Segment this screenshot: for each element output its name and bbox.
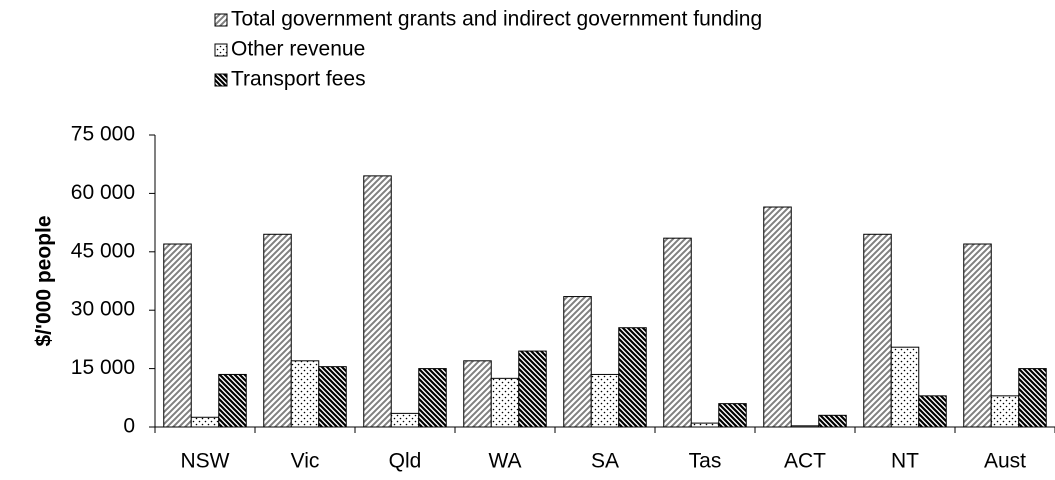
bar bbox=[263, 233, 292, 428]
bar bbox=[490, 377, 520, 428]
bar bbox=[790, 425, 820, 428]
bar bbox=[918, 395, 947, 428]
y-tick-label: 15 000 bbox=[71, 356, 135, 379]
bar bbox=[463, 360, 492, 428]
legend-swatch bbox=[214, 43, 228, 57]
bar bbox=[718, 403, 747, 428]
x-tick-label: ACT bbox=[784, 450, 826, 473]
bar bbox=[890, 346, 920, 428]
legend-label: Transport fees bbox=[231, 68, 366, 91]
bar bbox=[1018, 368, 1047, 428]
y-tick-label: 75 000 bbox=[71, 123, 135, 146]
bar bbox=[190, 416, 220, 428]
x-tick-label: NT bbox=[891, 450, 919, 473]
bar bbox=[418, 368, 447, 428]
x-tick-label: Tas bbox=[689, 450, 722, 473]
bar bbox=[390, 412, 420, 428]
x-tick-label: Vic bbox=[291, 450, 320, 473]
bar bbox=[663, 237, 692, 428]
x-tick-label: Aust bbox=[984, 450, 1026, 473]
bar bbox=[690, 422, 720, 428]
bar bbox=[618, 327, 647, 428]
y-tick-label: 0 bbox=[123, 415, 135, 438]
bar bbox=[990, 395, 1020, 428]
legend-label: Other revenue bbox=[231, 38, 365, 61]
bar bbox=[518, 350, 547, 428]
x-tick-label: SA bbox=[591, 450, 619, 473]
y-tick-label: 30 000 bbox=[71, 298, 135, 321]
y-tick-label: 45 000 bbox=[71, 239, 135, 262]
y-axis-label: $/'000 people bbox=[33, 215, 56, 346]
bar bbox=[963, 243, 992, 428]
bar bbox=[290, 360, 320, 428]
legend-swatch bbox=[214, 13, 228, 27]
bar bbox=[218, 373, 247, 428]
bar bbox=[590, 373, 620, 428]
bar bbox=[563, 296, 592, 428]
legend-label: Total government grants and indirect gov… bbox=[231, 8, 762, 31]
bar bbox=[818, 414, 847, 428]
bar bbox=[763, 206, 792, 428]
bar bbox=[363, 175, 392, 428]
bar bbox=[163, 243, 192, 428]
y-tick-label: 60 000 bbox=[71, 181, 135, 204]
bar bbox=[863, 233, 892, 428]
x-tick-label: WA bbox=[488, 450, 521, 473]
x-tick-label: NSW bbox=[181, 450, 230, 473]
bar bbox=[318, 366, 347, 428]
legend-swatch bbox=[214, 73, 228, 87]
x-tick-label: Qld bbox=[389, 450, 422, 473]
